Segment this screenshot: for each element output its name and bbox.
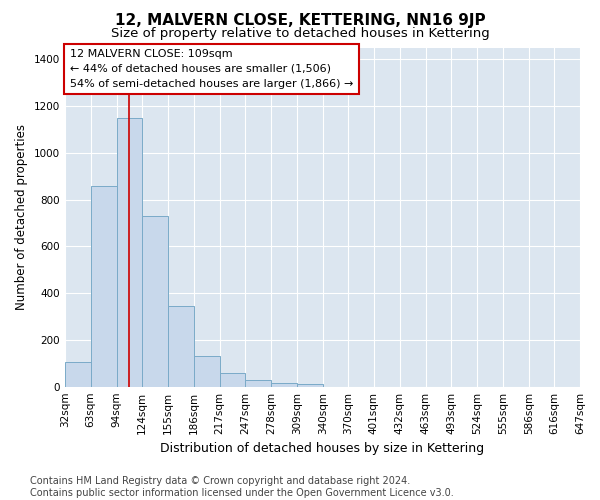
Bar (194, 356, 220, 386)
Bar (91, 186, 116, 386)
Bar (168, 306, 194, 386)
Text: Contains HM Land Registry data © Crown copyright and database right 2024.
Contai: Contains HM Land Registry data © Crown c… (30, 476, 454, 498)
Bar (297, 384, 323, 386)
Bar (220, 372, 245, 386)
Text: Size of property relative to detached houses in Kettering: Size of property relative to detached ho… (110, 28, 490, 40)
Bar (142, 216, 168, 386)
Y-axis label: Number of detached properties: Number of detached properties (15, 124, 28, 310)
Bar (245, 380, 271, 386)
Bar (116, 118, 142, 386)
Text: 12, MALVERN CLOSE, KETTERING, NN16 9JP: 12, MALVERN CLOSE, KETTERING, NN16 9JP (115, 12, 485, 28)
Text: 12 MALVERN CLOSE: 109sqm
← 44% of detached houses are smaller (1,506)
54% of sem: 12 MALVERN CLOSE: 109sqm ← 44% of detach… (70, 49, 353, 89)
Bar (271, 383, 297, 386)
X-axis label: Distribution of detached houses by size in Kettering: Distribution of detached houses by size … (160, 442, 484, 455)
Bar (65, 362, 91, 386)
